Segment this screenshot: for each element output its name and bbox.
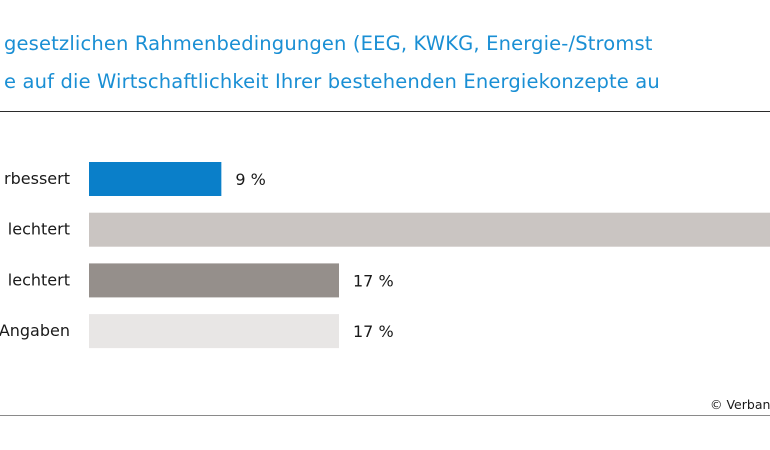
source-note: © Verban <box>710 397 770 412</box>
value-label: 17 % <box>353 322 394 341</box>
value-label: 9 % <box>235 170 265 189</box>
category-label: rbessert <box>4 169 70 188</box>
bar <box>89 314 339 349</box>
bar <box>89 263 339 298</box>
top-rule <box>0 111 770 112</box>
bottom-rule <box>0 415 770 416</box>
category-label: lechtert <box>8 270 70 289</box>
category-label: Angaben <box>0 321 70 340</box>
value-label: 17 % <box>353 271 394 290</box>
chart-title-line-1: gesetzlichen Rahmenbedingungen (EEG, KWK… <box>4 32 653 55</box>
chart-title-line-2: e auf die Wirtschaftlichkeit Ihrer beste… <box>4 70 660 93</box>
bar <box>89 212 770 247</box>
category-label: lechtert <box>8 220 70 239</box>
bar <box>89 162 222 196</box>
